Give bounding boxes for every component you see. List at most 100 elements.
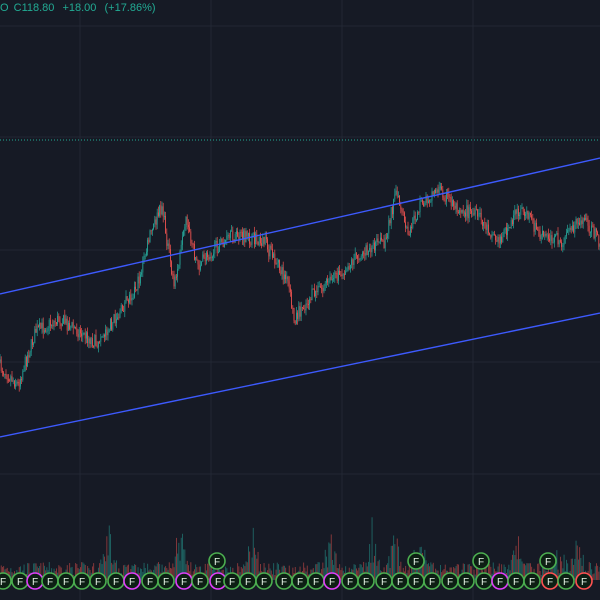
- earnings-flag-icon[interactable]: F: [73, 572, 91, 590]
- candle-body: [528, 212, 530, 219]
- earnings-flag-icon[interactable]: F: [391, 572, 409, 590]
- candle-body: [587, 220, 589, 226]
- candle-body: [128, 300, 129, 303]
- candle-body: [566, 232, 567, 236]
- earnings-flag-icon[interactable]: F: [457, 572, 475, 590]
- candle-body: [18, 382, 20, 387]
- earnings-flag-icon[interactable]: F: [539, 552, 557, 570]
- candle-body: [548, 234, 549, 239]
- earnings-flag-icon[interactable]: F: [26, 572, 44, 590]
- candle-body: [107, 331, 109, 336]
- volume-bar: [443, 568, 445, 580]
- candle-body: [34, 329, 36, 344]
- earnings-flag-icon[interactable]: F: [472, 552, 490, 570]
- candle-body: [245, 231, 247, 243]
- volume-bar: [376, 565, 378, 580]
- earnings-flag-icon[interactable]: F: [141, 572, 159, 590]
- earnings-flag-icon[interactable]: F: [191, 572, 209, 590]
- candle-body: [326, 279, 327, 284]
- candle-body: [274, 253, 276, 264]
- candle-body: [260, 236, 261, 244]
- candle-body: [597, 231, 598, 236]
- earnings-flag-icon[interactable]: F: [307, 572, 325, 590]
- earnings-flag-icon[interactable]: F: [11, 572, 29, 590]
- earnings-flag-icon[interactable]: F: [157, 572, 175, 590]
- earnings-flag-icon[interactable]: F: [123, 572, 141, 590]
- earnings-flag-icon[interactable]: F: [175, 572, 193, 590]
- earnings-flag-icon[interactable]: F: [475, 572, 493, 590]
- volume-bar: [596, 563, 597, 580]
- earnings-flag-icon[interactable]: F: [441, 572, 459, 590]
- candle-body: [254, 232, 255, 245]
- candle-body: [258, 236, 260, 246]
- channel-upper-line[interactable]: [0, 157, 600, 295]
- candle-body: [98, 341, 99, 348]
- earnings-flag-icon[interactable]: F: [357, 572, 375, 590]
- candle-body: [90, 338, 92, 344]
- volume-bar: [82, 562, 84, 580]
- candle-body: [96, 345, 98, 348]
- candle-body: [429, 200, 430, 202]
- earnings-flag-icon[interactable]: F: [541, 572, 559, 590]
- candle-body: [172, 274, 174, 276]
- event-markers[interactable]: F F F F F F F F F F F F F F F F F F F F F F F F F F F F F F F F F F F FF F F F: [0, 552, 593, 590]
- candle-body: [155, 219, 157, 225]
- earnings-flag-icon[interactable]: F: [107, 572, 125, 590]
- candle-body: [317, 286, 319, 293]
- earnings-flag-icon[interactable]: F: [275, 572, 293, 590]
- earnings-flag-icon[interactable]: F: [407, 572, 425, 590]
- volume-bar: [507, 569, 509, 580]
- candle-body: [382, 239, 384, 241]
- earnings-flag-icon[interactable]: F: [423, 572, 441, 590]
- earnings-flag-icon[interactable]: F: [291, 572, 309, 590]
- earnings-flag-label: F: [463, 577, 469, 588]
- earnings-flag-icon[interactable]: F: [341, 572, 359, 590]
- volume-bar: [92, 566, 93, 580]
- candle-body: [188, 224, 189, 228]
- candle-body: [526, 210, 528, 215]
- candle-body: [54, 321, 56, 323]
- earnings-flag-icon[interactable]: F: [507, 572, 525, 590]
- earnings-flag-icon[interactable]: F: [0, 572, 12, 590]
- earnings-flag-icon[interactable]: F: [255, 572, 273, 590]
- earnings-flag-icon[interactable]: F: [239, 572, 257, 590]
- volume-bar: [411, 565, 413, 580]
- volume-bar: [388, 556, 390, 580]
- candle-body: [213, 253, 214, 257]
- candle-body: [124, 302, 126, 312]
- volume-bar: [42, 562, 44, 580]
- volume-bar: [398, 546, 399, 580]
- candle-body: [232, 230, 234, 240]
- earnings-flag-icon[interactable]: F: [41, 572, 59, 590]
- candle-body: [272, 248, 273, 258]
- earnings-flag-icon[interactable]: F: [491, 572, 509, 590]
- candle-body: [256, 233, 258, 242]
- volume-bar: [394, 544, 396, 580]
- earnings-flag-icon[interactable]: F: [208, 552, 226, 570]
- earnings-flag-icon[interactable]: F: [323, 572, 341, 590]
- earnings-flag-icon[interactable]: F: [89, 572, 107, 590]
- earnings-flag-icon[interactable]: F: [57, 572, 75, 590]
- candle-body: [308, 303, 309, 305]
- candle-body: [554, 236, 555, 243]
- earnings-flag-icon[interactable]: F: [407, 552, 425, 570]
- earnings-flag-icon[interactable]: F: [523, 572, 541, 590]
- volume-bar: [407, 570, 409, 580]
- candle-body: [306, 303, 308, 305]
- earnings-flag-icon[interactable]: F: [557, 572, 575, 590]
- candle-body: [206, 252, 207, 262]
- volume-bar: [182, 533, 183, 580]
- candle-body: [567, 230, 568, 233]
- candle-body: [177, 268, 178, 277]
- candle-body: [228, 234, 230, 238]
- volume-bar: [444, 564, 446, 580]
- earnings-flag-icon[interactable]: F: [575, 572, 593, 590]
- candles[interactable]: [0, 181, 600, 392]
- volume-bar: [272, 574, 273, 580]
- candle-body: [50, 320, 51, 326]
- channel-lower-line[interactable]: [0, 312, 600, 438]
- earnings-flag-icon[interactable]: F: [223, 572, 241, 590]
- earnings-flag-icon[interactable]: F: [375, 572, 393, 590]
